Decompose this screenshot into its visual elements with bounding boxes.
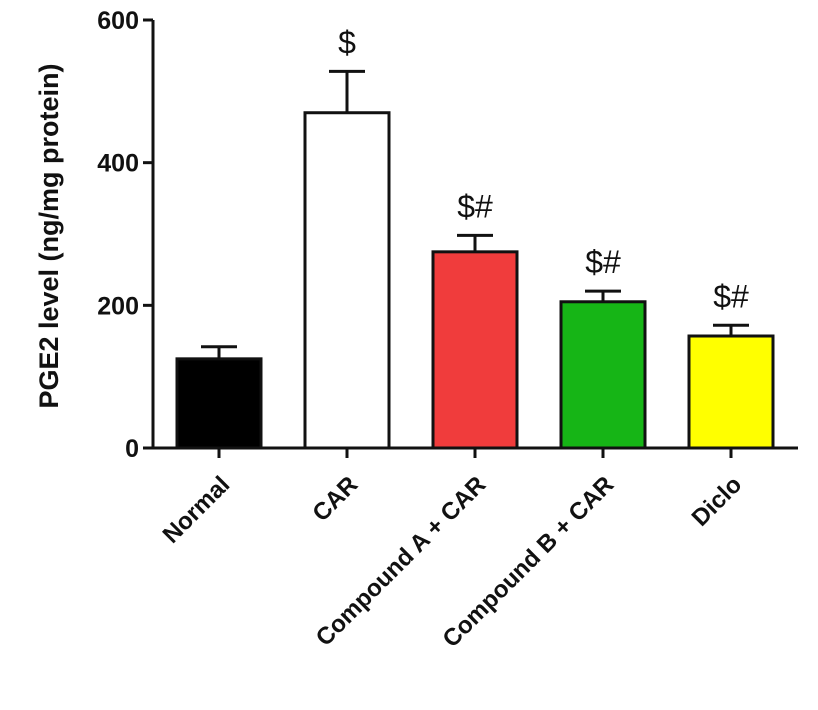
x-category-label: Normal xyxy=(158,471,236,549)
significance-label: $# xyxy=(713,278,749,314)
y-axis-label: PGE2 level (ng/mg protein) xyxy=(34,63,64,408)
y-tick-label: 200 xyxy=(97,292,139,320)
significance-labels: $ $# $# $# xyxy=(338,24,749,314)
y-tick-label: 400 xyxy=(97,150,139,178)
x-category-label: CAR xyxy=(307,471,363,527)
y-axis: 0 200 400 600 xyxy=(97,7,155,463)
bars xyxy=(175,111,775,450)
bar-compound-b-car xyxy=(559,300,647,450)
y-tick-label: 600 xyxy=(97,7,139,35)
y-tick-label: 0 xyxy=(125,435,139,463)
bar-car xyxy=(303,111,391,450)
x-category-label: Diclo xyxy=(687,471,748,532)
significance-label: $ xyxy=(338,24,356,60)
significance-label: $# xyxy=(585,244,621,280)
error-bars xyxy=(201,69,749,359)
bar-normal xyxy=(175,357,263,450)
bar-diclo xyxy=(687,334,775,450)
significance-label: $# xyxy=(457,188,493,224)
bar-compound-a-car xyxy=(431,250,519,450)
